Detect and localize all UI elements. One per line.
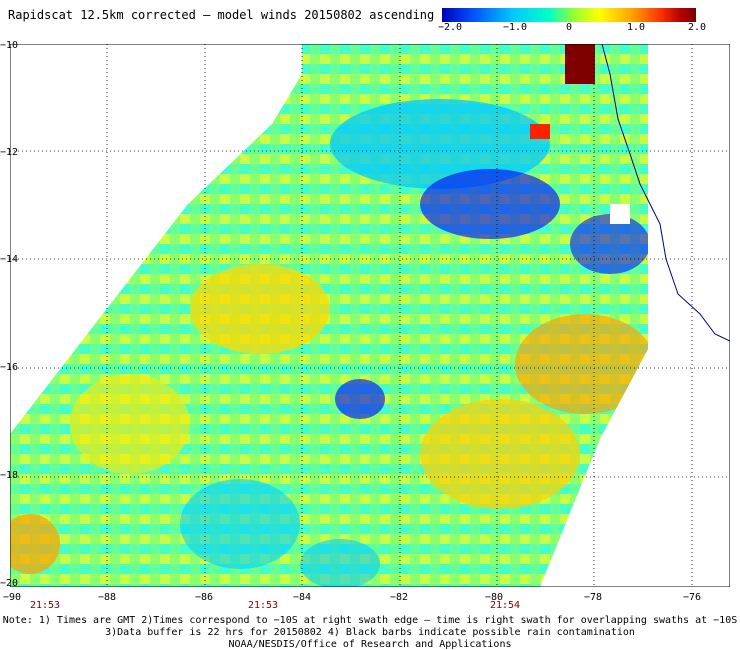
lon-label: −80 (484, 592, 504, 603)
footnote-line: Note: 1) Times are GMT 2)Times correspon… (2, 615, 738, 626)
colorbar-tick: −1.0 (502, 22, 528, 33)
graticule (10, 44, 730, 587)
swath-data (10, 44, 648, 587)
lat-label: −20 (0, 578, 19, 589)
footnote-line: 3)Data buffer is 22 hrs for 20150802 4) … (105, 627, 635, 638)
colorbar-tick: 2.0 (687, 22, 707, 33)
lon-label: −90 (2, 592, 22, 603)
lon-label: −88 (97, 592, 117, 603)
colorbar (442, 8, 696, 22)
colorbar-tick: 1.0 (626, 22, 646, 33)
time-label: 21:53 (247, 600, 279, 611)
lon-label: −78 (583, 592, 603, 603)
wind-difference-map (10, 44, 730, 587)
lat-label: −16 (0, 362, 19, 373)
credit-line: NOAA/NESDIS/Office of Research and Appli… (228, 639, 512, 650)
lon-label: −84 (292, 592, 312, 603)
lat-label: −14 (0, 254, 19, 265)
lon-label: −82 (389, 592, 409, 603)
lat-label: −10 (0, 40, 19, 51)
time-label: 21:54 (489, 600, 521, 611)
lon-label: −86 (194, 592, 214, 603)
lat-label: −12 (0, 147, 19, 158)
time-label: 21:53 (29, 600, 61, 611)
coastline (601, 44, 730, 342)
map-title: Rapidscat 12.5km corrected – model winds… (8, 8, 435, 22)
colorbar-tick: −2.0 (437, 22, 463, 33)
lat-label: −18 (0, 470, 19, 481)
colorbar-tick: 0 (565, 22, 573, 33)
lon-label: −76 (682, 592, 702, 603)
